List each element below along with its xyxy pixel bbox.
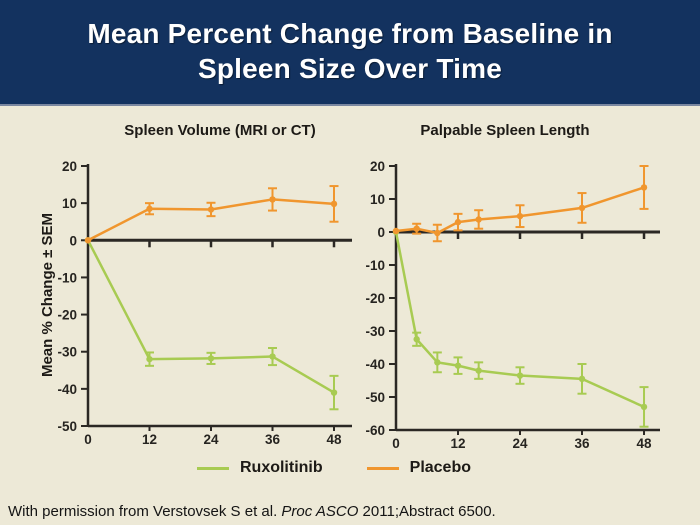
svg-text:36: 36 xyxy=(574,436,590,451)
citation: With permission from Verstovsek S et al.… xyxy=(8,503,698,520)
svg-text:12: 12 xyxy=(142,432,157,447)
ruxolitinib-line-icon xyxy=(196,466,229,470)
citation-pre: With permission from Verstovsek S et al. xyxy=(8,503,282,520)
slide-header: Mean Percent Change from Baseline in Spl… xyxy=(0,0,700,106)
svg-text:-50: -50 xyxy=(57,419,77,434)
svg-text:-60: -60 xyxy=(365,423,385,438)
svg-text:24: 24 xyxy=(203,432,219,447)
legend-label-placebo: Placebo xyxy=(409,459,471,476)
svg-text:0: 0 xyxy=(392,436,400,451)
slide-title-line1: Mean Percent Change from Baseline in xyxy=(87,18,613,49)
svg-text:0: 0 xyxy=(377,225,385,240)
svg-text:-20: -20 xyxy=(57,308,77,323)
legend-label-ruxolitinib: Ruxolitinib xyxy=(239,459,323,476)
slide-title: Mean Percent Change from Baseline in Spl… xyxy=(0,0,700,86)
citation-italic: Proc ASCO xyxy=(281,503,359,520)
svg-text:24: 24 xyxy=(512,436,528,451)
citation-post: 2011;Abstract 6500. xyxy=(358,503,496,520)
svg-text:-20: -20 xyxy=(365,291,385,306)
placebo-line-icon xyxy=(366,466,399,470)
svg-text:12: 12 xyxy=(450,436,465,451)
svg-text:36: 36 xyxy=(265,432,281,447)
svg-text:-10: -10 xyxy=(365,258,385,273)
chart-title-palpable-spleen-length: Palpable Spleen Length xyxy=(420,122,590,139)
svg-text:0: 0 xyxy=(69,233,77,248)
chart-legend: Ruxolitinib Placebo xyxy=(0,459,684,477)
svg-text:-10: -10 xyxy=(57,270,77,285)
legend-item-ruxolitinib: Ruxolitinib xyxy=(196,459,323,477)
chart-title-spleen-volume: Spleen Volume (MRI or CT) xyxy=(124,122,316,139)
svg-text:-40: -40 xyxy=(365,357,385,372)
svg-text:10: 10 xyxy=(370,192,385,207)
svg-text:48: 48 xyxy=(326,432,342,447)
svg-text:10: 10 xyxy=(62,196,77,211)
svg-text:20: 20 xyxy=(62,159,77,174)
slide-title-line2: Spleen Size Over Time xyxy=(197,53,503,84)
svg-text:48: 48 xyxy=(637,436,653,451)
svg-text:20: 20 xyxy=(370,159,385,174)
svg-text:-50: -50 xyxy=(365,390,385,405)
legend-item-placebo: Placebo xyxy=(366,459,471,477)
svg-text:0: 0 xyxy=(84,432,92,447)
svg-text:-30: -30 xyxy=(57,345,77,360)
svg-text:-40: -40 xyxy=(57,382,77,397)
svg-text:-30: -30 xyxy=(365,324,385,339)
